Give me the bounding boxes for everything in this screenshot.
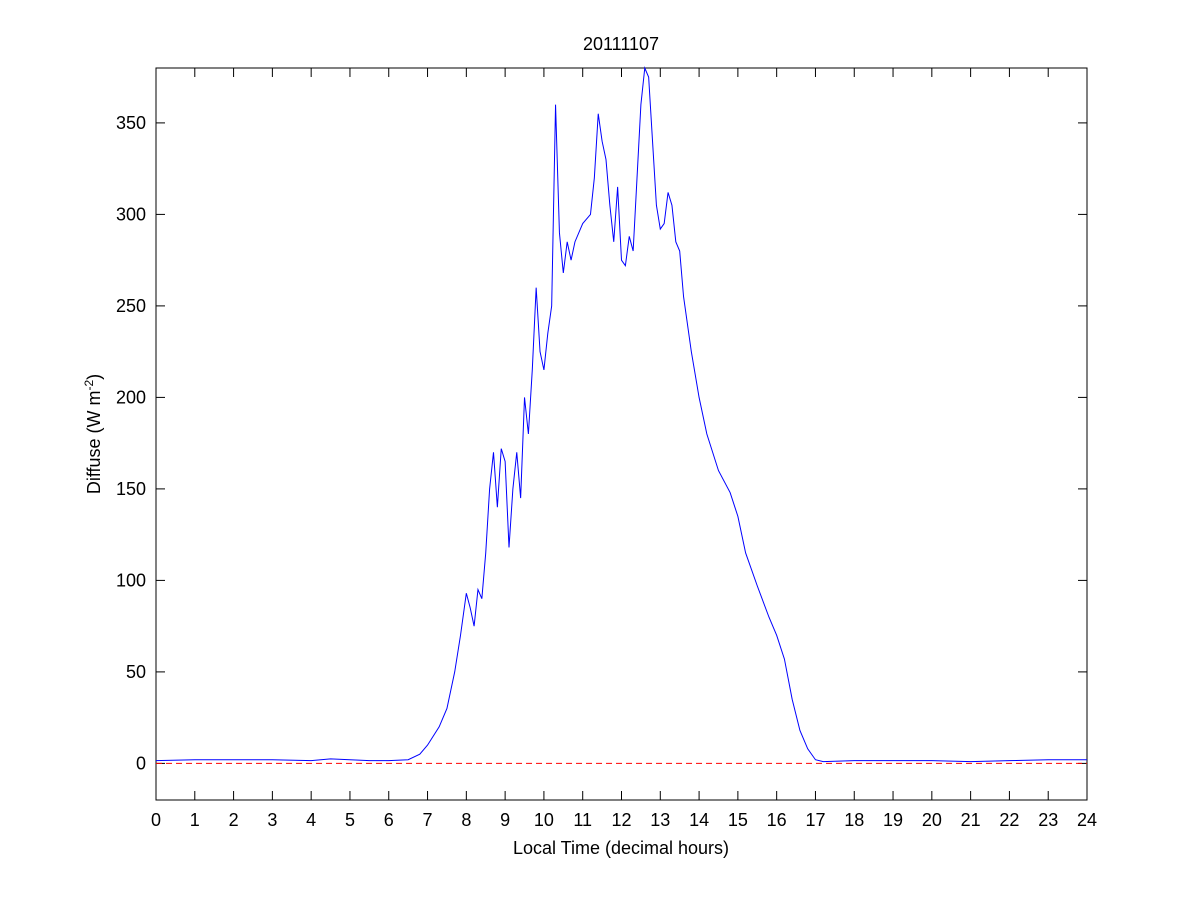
x-tick-label: 11 — [573, 810, 592, 830]
x-tick-label: 21 — [961, 810, 981, 830]
x-tick-label: 22 — [999, 810, 1019, 830]
x-tick-label: 24 — [1077, 810, 1097, 830]
x-tick-label: 1 — [190, 810, 200, 830]
x-tick-label: 18 — [844, 810, 864, 830]
y-tick-label: 0 — [136, 753, 146, 773]
y-tick-label: 200 — [116, 387, 146, 407]
y-label-sup: -2 — [82, 379, 96, 390]
x-tick-label: 19 — [883, 810, 903, 830]
x-axis-label: Local Time (decimal hours) — [513, 838, 729, 858]
y-label-text: Diffuse (W m — [84, 390, 104, 494]
data-line — [155, 66, 1087, 763]
y-tick-label: 350 — [116, 113, 146, 133]
x-tick-label: 14 — [689, 810, 709, 830]
x-tick-label: 15 — [728, 810, 748, 830]
x-tick-label: 20 — [922, 810, 942, 830]
chart-title: 20111107 — [583, 34, 659, 54]
x-tick-label: 5 — [345, 810, 355, 830]
y-tick-label: 100 — [116, 570, 146, 590]
y-tick-label: 50 — [126, 662, 146, 682]
x-tick-label: 9 — [500, 810, 510, 830]
x-tick-label: 16 — [767, 810, 787, 830]
x-tick-label: 7 — [423, 810, 433, 830]
y-axis-label: Diffuse (W m-2) — [82, 374, 104, 494]
x-tick-label: 10 — [534, 810, 554, 830]
x-tick-label: 0 — [151, 810, 161, 830]
plot-frame — [155, 67, 1088, 801]
x-tick-label: 23 — [1038, 810, 1058, 830]
x-tick-label: 3 — [267, 810, 277, 830]
x-tick-label: 2 — [229, 810, 239, 830]
x-tick-label: 12 — [611, 810, 631, 830]
y-tick-label: 300 — [116, 204, 146, 224]
x-tick-label: 13 — [650, 810, 670, 830]
x-tick-label: 17 — [805, 810, 825, 830]
x-tick-label: 6 — [384, 810, 394, 830]
y-tick-label: 250 — [116, 296, 146, 316]
y-label-end: ) — [84, 374, 104, 380]
y-tick-label: 150 — [116, 479, 146, 499]
x-tick-label: 8 — [461, 810, 471, 830]
x-tick-label: 4 — [306, 810, 316, 830]
